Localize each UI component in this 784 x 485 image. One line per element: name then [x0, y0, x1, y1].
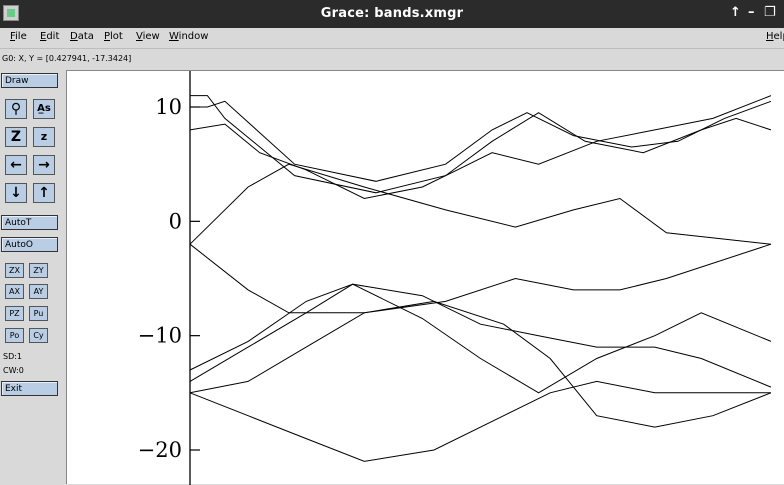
menu-window[interactable]: Window — [169, 31, 209, 42]
menu-view[interactable]: View — [136, 31, 160, 42]
menu-data[interactable]: Data — [70, 31, 94, 42]
zx-button[interactable]: ZX — [5, 263, 24, 278]
band-line-6 — [189, 283, 772, 394]
menu-help[interactable]: Help — [766, 31, 784, 42]
po-button[interactable]: Po — [5, 328, 24, 343]
zoom-out-icon[interactable]: z — [33, 127, 55, 147]
pz-button[interactable]: PZ — [5, 306, 24, 321]
y-tick-label: −10 — [138, 324, 182, 348]
pu-button[interactable]: Pu — [29, 306, 48, 321]
band-line-4 — [189, 163, 772, 245]
y-tick-label: 0 — [169, 209, 182, 233]
band-line-9 — [189, 300, 772, 428]
autot-button[interactable]: AutoT — [1, 215, 58, 230]
window-title: Grace: bands.xmgr — [320, 6, 464, 21]
draw-button[interactable]: Draw — [1, 73, 58, 88]
zoom-icon[interactable]: ⚲ — [5, 99, 27, 119]
band-line-1 — [190, 95, 772, 194]
ay-button[interactable]: AY — [29, 284, 48, 299]
band-line-2 — [190, 100, 772, 182]
zy-button[interactable]: ZY — [29, 263, 48, 278]
keep-above-icon[interactable]: ↑ — [730, 5, 741, 20]
autoscale-icon[interactable]: A̲s — [33, 99, 55, 119]
menu-plot[interactable]: Plot — [104, 31, 123, 42]
current-world-status: CW:0 — [3, 366, 24, 375]
band-line-8 — [189, 380, 771, 462]
app-icon[interactable] — [3, 5, 19, 21]
y-tick-label: 10 — [155, 95, 182, 119]
minimize-icon[interactable]: – — [748, 5, 755, 20]
exit-button[interactable]: Exit — [1, 381, 58, 396]
y-tick-label: −20 — [138, 438, 182, 462]
autoo-button[interactable]: AutoO — [1, 237, 58, 252]
plot-canvas[interactable]: 10 0 −10 −20 — [66, 70, 784, 485]
left-arrow-icon[interactable]: ← — [5, 155, 27, 175]
set-count-status: SD:1 — [3, 352, 23, 361]
restore-icon[interactable]: ❐ — [764, 5, 776, 20]
toolbar-sidebar: Draw ⚲ A̲s Z z ← → ↓ ↑ AutoT AutoO ZX ZY… — [0, 70, 64, 484]
band-line-3 — [189, 95, 772, 200]
band-line-5 — [189, 243, 772, 314]
title-bar: Grace: bands.xmgr ↑ – ❐ — [0, 0, 784, 28]
menu-edit[interactable]: Edit — [40, 31, 60, 42]
right-arrow-icon[interactable]: → — [33, 155, 55, 175]
cy-button[interactable]: Cy — [29, 328, 48, 343]
ax-button[interactable]: AX — [5, 284, 24, 299]
zoom-in-icon[interactable]: Z — [5, 127, 27, 147]
down-arrow-icon[interactable]: ↓ — [5, 183, 27, 203]
band-structure-plot: 10 0 −10 −20 — [138, 71, 772, 485]
up-arrow-icon[interactable]: ↑ — [33, 183, 55, 203]
locator-readout: G0: X, Y = [0.427941, -17.3424] — [0, 50, 784, 68]
band-line-7 — [189, 283, 772, 388]
menu-file[interactable]: File — [10, 31, 27, 42]
menu-bar: File Edit Data Plot View Window Help — [0, 28, 784, 49]
